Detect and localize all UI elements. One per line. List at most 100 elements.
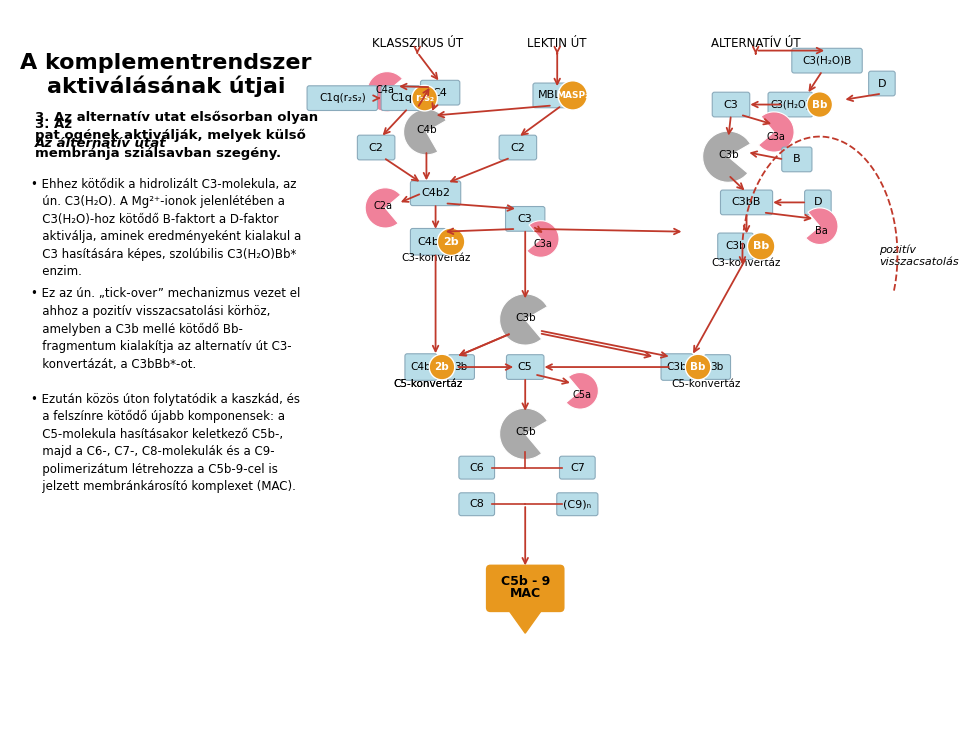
FancyBboxPatch shape xyxy=(792,49,862,73)
Text: C3(H₂O): C3(H₂O) xyxy=(771,99,810,110)
Text: C3-konvertáz: C3-konvertáz xyxy=(712,258,781,268)
Text: 3. Az alternatív utat elsősorban olyan
pat ogének aktiválják, melyek külső
membr: 3. Az alternatív utat elsősorban olyan p… xyxy=(35,111,318,160)
Wedge shape xyxy=(499,294,547,345)
Polygon shape xyxy=(507,608,543,633)
Text: C7: C7 xyxy=(570,462,585,473)
FancyBboxPatch shape xyxy=(661,354,693,380)
Text: D: D xyxy=(877,79,886,88)
Text: 3b: 3b xyxy=(710,362,724,372)
Text: C2a: C2a xyxy=(374,201,393,211)
FancyBboxPatch shape xyxy=(411,229,446,255)
FancyBboxPatch shape xyxy=(781,147,812,172)
Text: Ba: Ba xyxy=(815,226,828,236)
Text: C3-konvertáz: C3-konvertáz xyxy=(401,253,470,263)
Text: A komplementrendszer: A komplementrendszer xyxy=(20,54,311,74)
Text: C6: C6 xyxy=(469,462,484,473)
Text: C4b: C4b xyxy=(418,237,439,247)
Text: C3b: C3b xyxy=(718,150,738,159)
Text: C3: C3 xyxy=(724,99,738,110)
Text: C8: C8 xyxy=(469,499,484,509)
Text: ALTERNATÍV ÚT: ALTERNATÍV ÚT xyxy=(710,37,801,50)
Circle shape xyxy=(685,354,710,380)
Text: MBL: MBL xyxy=(539,90,562,101)
FancyBboxPatch shape xyxy=(557,492,598,516)
Text: C4a: C4a xyxy=(375,85,395,95)
Text: C3: C3 xyxy=(517,214,533,224)
Text: C3b: C3b xyxy=(666,362,687,372)
Text: C3a: C3a xyxy=(766,132,785,142)
Text: aktiválásának útjai: aktiválásának útjai xyxy=(46,76,285,97)
Text: 3b: 3b xyxy=(454,362,468,372)
Text: C5-konvertáz: C5-konvertáz xyxy=(394,379,463,389)
FancyBboxPatch shape xyxy=(405,354,437,380)
FancyBboxPatch shape xyxy=(704,355,731,379)
Circle shape xyxy=(807,92,832,118)
Text: C4b2: C4b2 xyxy=(421,188,450,198)
Text: C2: C2 xyxy=(369,143,384,153)
Wedge shape xyxy=(403,109,446,155)
Circle shape xyxy=(412,85,438,111)
Text: C3a: C3a xyxy=(533,240,552,249)
Text: 2b: 2b xyxy=(435,362,449,372)
Wedge shape xyxy=(566,373,598,409)
FancyBboxPatch shape xyxy=(506,207,545,232)
FancyBboxPatch shape xyxy=(486,564,564,612)
Text: Bb: Bb xyxy=(753,241,769,251)
Text: C5b - 9: C5b - 9 xyxy=(500,576,550,589)
FancyBboxPatch shape xyxy=(459,456,494,479)
Text: D: D xyxy=(814,198,822,207)
Text: Bb: Bb xyxy=(690,362,706,372)
Wedge shape xyxy=(703,131,751,182)
Wedge shape xyxy=(527,220,559,257)
Wedge shape xyxy=(365,187,400,228)
FancyBboxPatch shape xyxy=(499,135,537,160)
Wedge shape xyxy=(499,408,547,459)
Circle shape xyxy=(429,354,455,380)
Text: C5a: C5a xyxy=(572,390,591,401)
Wedge shape xyxy=(367,71,402,112)
FancyBboxPatch shape xyxy=(533,83,566,108)
FancyBboxPatch shape xyxy=(712,92,750,117)
Text: C3b: C3b xyxy=(515,312,536,323)
FancyBboxPatch shape xyxy=(804,190,831,215)
Text: B: B xyxy=(793,154,801,165)
Wedge shape xyxy=(805,208,838,245)
Text: C5-konvertáz: C5-konvertáz xyxy=(672,379,741,389)
FancyBboxPatch shape xyxy=(420,80,460,105)
FancyBboxPatch shape xyxy=(560,456,595,479)
Text: 2b: 2b xyxy=(444,237,459,247)
Text: C3bB: C3bB xyxy=(732,198,761,207)
Text: C3(H₂O)B: C3(H₂O)B xyxy=(803,56,852,65)
Text: 3. Az: 3. Az xyxy=(35,118,77,132)
Text: pozitív
visszacsatolás: pozitív visszacsatolás xyxy=(879,245,959,267)
FancyBboxPatch shape xyxy=(307,86,377,110)
Circle shape xyxy=(558,81,588,110)
FancyBboxPatch shape xyxy=(718,233,754,259)
FancyBboxPatch shape xyxy=(869,71,895,96)
Text: LEKTIN ÚT: LEKTIN ÚT xyxy=(527,37,587,50)
Text: C2: C2 xyxy=(511,143,525,153)
Text: • Ezután közös úton folytatódik a kaszkád, és
   a felszínre kötődő újabb kompon: • Ezután közös úton folytatódik a kaszká… xyxy=(32,392,300,493)
Circle shape xyxy=(438,228,465,256)
Text: r₂s₂: r₂s₂ xyxy=(415,93,434,103)
Text: C5b: C5b xyxy=(515,427,536,437)
Wedge shape xyxy=(758,112,794,152)
Text: • Ehhez kötődik a hidrolizált C3-molekula, az
   ún. C3(H₂O). A Mg²⁺-ionok jelen: • Ehhez kötődik a hidrolizált C3-molekul… xyxy=(32,178,301,279)
FancyBboxPatch shape xyxy=(357,135,395,160)
FancyBboxPatch shape xyxy=(720,190,773,215)
Text: C4b: C4b xyxy=(411,362,431,372)
Circle shape xyxy=(748,232,775,260)
FancyBboxPatch shape xyxy=(411,181,461,206)
Text: C4: C4 xyxy=(433,87,447,98)
FancyBboxPatch shape xyxy=(768,92,813,117)
Text: C4b: C4b xyxy=(416,125,437,135)
FancyBboxPatch shape xyxy=(381,86,420,110)
Text: C1q(r₂s₂): C1q(r₂s₂) xyxy=(319,93,366,103)
Text: MAC: MAC xyxy=(510,587,540,600)
Text: Az álternatív utat: Az álternatív utat xyxy=(35,137,167,149)
Text: MASP₂: MASP₂ xyxy=(556,91,589,100)
Text: • Ez az ún. „tick-over” mechanizmus vezet el
   ahhoz a pozitív visszacsatolási : • Ez az ún. „tick-over” mechanizmus veze… xyxy=(32,287,300,370)
FancyBboxPatch shape xyxy=(507,355,544,379)
Text: KLASSZIKUS ÚT: KLASSZIKUS ÚT xyxy=(372,37,463,50)
Text: (C9)ₙ: (C9)ₙ xyxy=(564,499,591,509)
